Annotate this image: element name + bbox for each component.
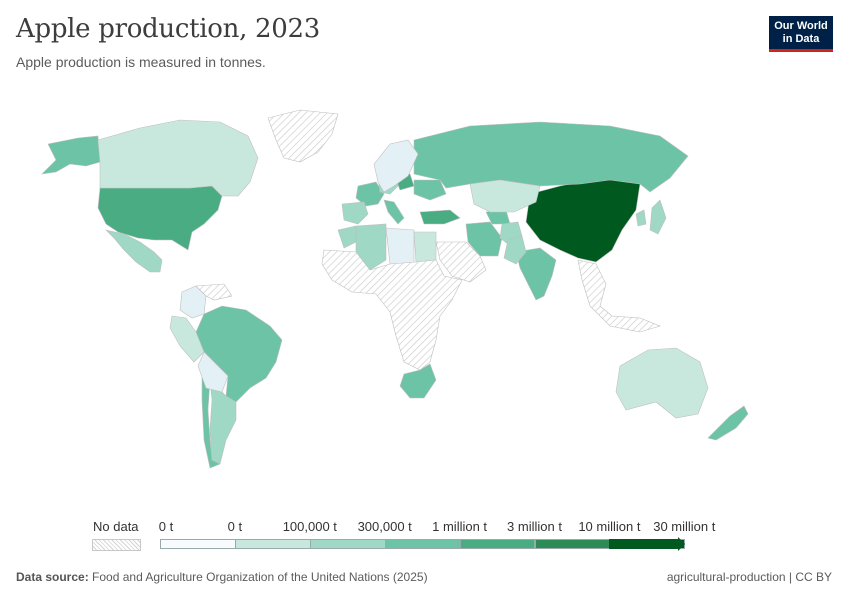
legend-bin-4 — [459, 539, 536, 549]
region-canada[interactable] — [97, 119, 259, 197]
legend-label-2: 100,000 t — [282, 519, 337, 534]
region-france[interactable] — [355, 181, 385, 207]
region-alaska[interactable] — [41, 135, 101, 175]
region-libya[interactable] — [385, 227, 415, 267]
legend-label-1: 0 t — [227, 519, 243, 534]
legend-label-0: 0 t — [158, 519, 174, 534]
region-spain[interactable] — [341, 201, 369, 225]
region-india[interactable] — [515, 247, 557, 301]
region-algeria[interactable] — [355, 223, 387, 271]
region-argentina[interactable] — [209, 379, 237, 465]
logo-line-1: Our World — [774, 20, 828, 32]
legend-label-5: 3 million t — [507, 519, 562, 534]
region-southeast-asia[interactable] — [577, 259, 661, 333]
region-ukraine[interactable] — [413, 179, 447, 201]
legend-bin-3 — [384, 539, 461, 549]
legend-label-7: 30 million t — [653, 519, 716, 534]
legend-label-6: 10 million t — [578, 519, 641, 534]
region-turkey[interactable] — [419, 209, 461, 225]
data-source-label: Data source: — [16, 570, 89, 584]
region-arabian-peninsula[interactable] — [435, 241, 487, 283]
region-japan[interactable] — [649, 199, 667, 235]
region-venezuela[interactable] — [195, 283, 233, 301]
map-legend: No data 0 t 0 t 100,000 t 300,000 t 1 millio… — [0, 515, 850, 555]
legend-bin-6 — [609, 539, 679, 549]
chart-title: Apple production, 2023 — [16, 14, 320, 44]
legend-bin-5 — [534, 539, 611, 549]
region-mexico[interactable] — [105, 229, 163, 273]
region-australia[interactable] — [615, 347, 709, 419]
region-sub-saharan-africa[interactable] — [321, 249, 463, 371]
legend-label-3: 300,000 t — [357, 519, 412, 534]
legend-nodata-label: No data — [93, 519, 139, 534]
region-iran[interactable] — [465, 221, 503, 257]
region-pakistan[interactable] — [503, 235, 527, 265]
region-greenland[interactable] — [267, 109, 339, 163]
footer-credit[interactable]: agricultural-production | CC BY — [666, 570, 832, 584]
legend-label-4: 1 million t — [432, 519, 488, 534]
logo-line-2: in Data — [782, 33, 820, 45]
data-source-text: Food and Agriculture Organization of the… — [92, 570, 428, 584]
region-kazakhstan[interactable] — [469, 179, 541, 213]
world-map — [41, 109, 749, 469]
chart-subtitle: Apple production is measured in tonnes. — [16, 54, 266, 70]
owid-logo[interactable]: Our World in Data — [769, 16, 833, 52]
legend-bin-0 — [160, 539, 236, 549]
region-egypt[interactable] — [413, 231, 437, 263]
legend-bin-1 — [234, 539, 311, 549]
legend-nodata-swatch — [92, 539, 141, 551]
region-scandinavia[interactable] — [373, 139, 419, 193]
region-russia[interactable] — [413, 121, 689, 193]
legend-bin-2 — [309, 539, 386, 549]
region-italy[interactable] — [383, 199, 405, 225]
region-bolivia[interactable] — [197, 351, 229, 393]
region-peru[interactable] — [169, 315, 205, 363]
region-new-zealand[interactable] — [707, 405, 749, 441]
legend-arrow — [678, 537, 686, 551]
region-korea[interactable] — [635, 209, 647, 227]
data-source: Data source: Food and Agriculture Organi… — [16, 570, 428, 584]
